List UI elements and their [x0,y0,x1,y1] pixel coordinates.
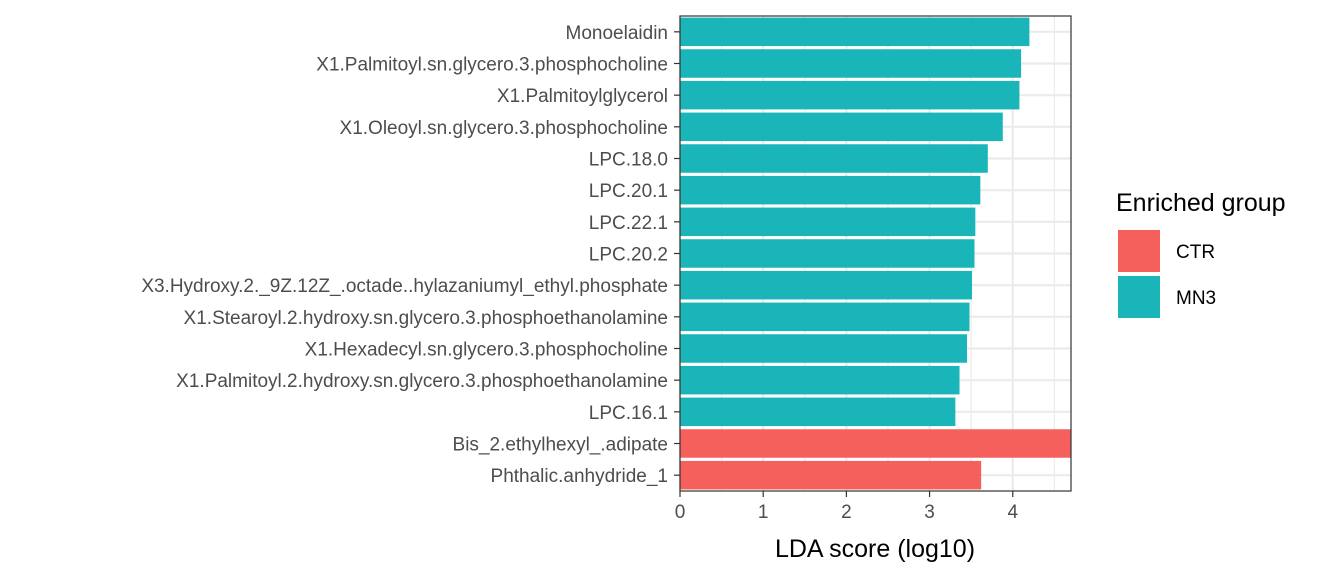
y-axis: Monoelaidin X1.Palmitoyl.sn.glycero.3.pho… [141,23,680,487]
y-tick-label: X1.Palmitoylglycerol [497,86,668,107]
y-tick-label: LPC.16.1 [589,403,668,424]
bar [680,49,1022,78]
bar [680,144,988,173]
x-tick-label: 2 [841,502,852,523]
bar [680,207,976,237]
y-tick-label: Bis_2.ethylhexyl_.adipate [453,435,668,456]
x-tick-label: 4 [1007,502,1018,523]
x-tick-label: 3 [924,502,935,523]
y-tick-label: LPC.22.1 [589,213,668,234]
legend-swatch-ctr [1118,230,1160,272]
y-tick-label: X3.Hydroxy.2._9Z.12Z_.octade..hylazanium… [141,276,668,297]
y-tick-label: Phthalic.anhydride_1 [491,466,668,487]
bar [680,175,981,205]
bar [680,302,970,332]
legend: Enriched group CTR MN3 [1116,189,1286,318]
plot-area [678,15,1072,492]
y-tick-label: X1.Stearoyl.2.hydroxy.sn.glycero.3.phosp… [184,308,668,329]
bar [680,334,968,363]
bar [680,429,1071,458]
x-axis-title: LDA score (log10) [775,535,975,563]
legend-swatch-mn3 [1118,276,1160,318]
y-tick-label: LPC.18.0 [589,150,668,171]
legend-label-ctr: CTR [1176,242,1215,263]
bar [680,397,956,427]
y-tick-label: X1.Oleoyl.sn.glycero.3.phosphocholine [340,118,668,139]
legend-items: CTR MN3 [1118,230,1216,318]
bar [680,80,1020,110]
x-tick-label: 1 [758,502,769,523]
bar [680,239,975,268]
y-tick-label: Monoelaidin [566,23,668,44]
y-tick-label: X1.Hexadecyl.sn.glycero.3.phosphocholine [305,340,668,361]
legend-label-mn3: MN3 [1176,288,1216,309]
y-tick-label: X1.Palmitoyl.2.hydroxy.sn.glycero.3.phos… [176,371,668,392]
bar [680,270,973,300]
bar [680,460,982,490]
bars [680,17,1071,490]
y-tick-label: LPC.20.2 [589,245,668,266]
x-axis: 0 1 2 3 4 [675,491,1018,523]
bar [680,17,1030,47]
y-tick-label: X1.Palmitoyl.sn.glycero.3.phosphocholine [316,55,668,76]
legend-title: Enriched group [1116,189,1286,217]
bar [680,112,1003,142]
x-tick-label: 0 [675,502,686,523]
bar [680,365,960,395]
y-tick-label: LPC.20.1 [589,181,668,202]
